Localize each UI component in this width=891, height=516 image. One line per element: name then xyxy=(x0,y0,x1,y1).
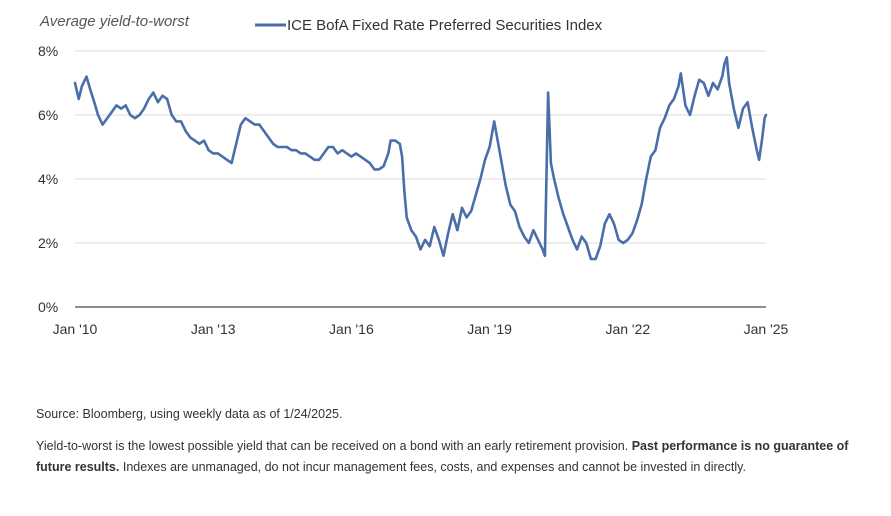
x-axis-ticks: Jan '10 Jan '13 Jan '16 Jan '19 Jan '22 Jan '… xyxy=(53,321,789,337)
gridlines xyxy=(75,50,766,308)
y-tick-label: 2% xyxy=(38,235,58,251)
y-tick-label: 4% xyxy=(38,171,58,187)
y-axis-title: Average yield-to-worst xyxy=(39,13,190,30)
past-performance-warning: Past performance is no guarantee of futu… xyxy=(36,439,849,474)
disclaimer-text: Indexes are unmanaged, do not incur mana… xyxy=(122,460,746,474)
legend-label: ICE BofA Fixed Rate Preferred Securities… xyxy=(287,17,603,34)
x-tick-label: Jan '25 xyxy=(744,321,789,337)
x-tick-label: Jan '16 xyxy=(329,321,374,337)
x-tick-label: Jan '19 xyxy=(467,321,512,337)
y-tick-label: 6% xyxy=(38,107,58,123)
definition-text: Yield-to-worst is the lowest possible yi… xyxy=(36,439,629,453)
y-tick-label: 0% xyxy=(38,299,58,315)
disclaimer: Yield-to-worst is the lowest possible yi… xyxy=(36,436,881,478)
y-axis-ticks: 0% 2% 4% 6% 8% xyxy=(38,43,58,315)
x-tick-label: Jan '22 xyxy=(605,321,650,337)
legend: ICE BofA Fixed Rate Preferred Securities… xyxy=(255,17,603,34)
chart-notes: Source: Bloomberg, using weekly data as … xyxy=(36,404,881,489)
series-layer xyxy=(73,56,768,261)
yield-chart: Average yield-to-worst ICE BofA Fixed Ra… xyxy=(38,13,789,337)
series-line-preferred-index xyxy=(73,56,768,261)
y-tick-label: 8% xyxy=(38,43,58,59)
x-tick-label: Jan '13 xyxy=(191,321,236,337)
source-note: Source: Bloomberg, using weekly data as … xyxy=(36,407,343,421)
x-tick-label: Jan '10 xyxy=(53,321,98,337)
